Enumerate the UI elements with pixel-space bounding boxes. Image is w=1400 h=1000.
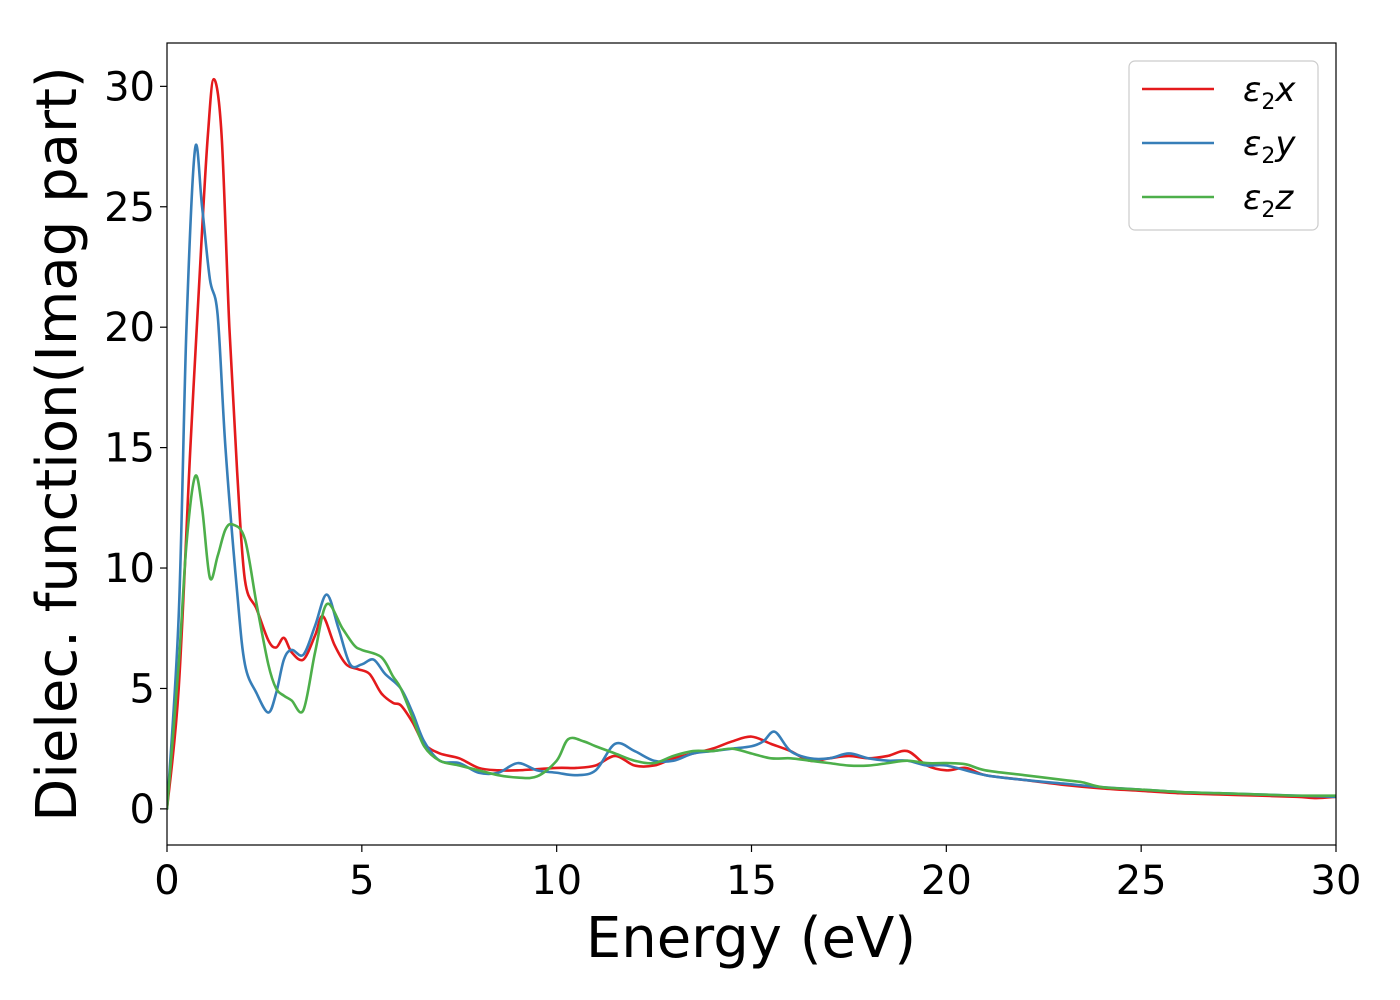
legend-label-x: ε2x <box>1243 70 1296 115</box>
series-layer <box>167 77 1336 811</box>
series-line-y <box>167 143 1336 811</box>
y-tick-label: 0 <box>130 787 155 833</box>
series-line-z <box>167 474 1336 811</box>
legend-label-z: ε2z <box>1243 178 1294 223</box>
legend-subscript: 2 <box>1261 198 1275 223</box>
x-tick-label: 5 <box>349 858 374 904</box>
x-tick-label: 10 <box>531 858 582 904</box>
legend-symbol: ε <box>1243 178 1261 218</box>
y-tick-label: 15 <box>104 426 155 472</box>
y-tick-label: 20 <box>104 305 155 351</box>
legend-subscript: 2 <box>1261 90 1275 115</box>
y-tick-label: 5 <box>130 666 155 712</box>
x-axis-title: Energy (eV) <box>586 906 916 971</box>
y-axis-title: Dielec. function(Imag part) <box>25 66 90 822</box>
x-tick-label: 30 <box>1311 858 1362 904</box>
y-tick-label: 30 <box>104 64 155 110</box>
legend-component: z <box>1274 178 1294 218</box>
legend-component: x <box>1274 70 1296 110</box>
y-axis-ticks: 0 5 10 15 20 25 30 <box>104 64 167 833</box>
legend-subscript: 2 <box>1261 144 1275 169</box>
legend-box <box>1128 60 1319 231</box>
x-tick-label: 15 <box>726 858 777 904</box>
legend-symbol: ε <box>1243 70 1261 110</box>
x-tick-label: 25 <box>1116 858 1167 904</box>
y-tick-label: 10 <box>104 546 155 592</box>
x-tick-label: 0 <box>154 858 179 904</box>
legend-label-y: ε2y <box>1243 124 1296 169</box>
y-tick-label: 25 <box>104 185 155 231</box>
legend-component: y <box>1274 124 1296 164</box>
x-axis-ticks: 0 5 10 15 20 25 30 <box>154 845 1361 904</box>
x-tick-label: 20 <box>921 858 972 904</box>
legend-symbol: ε <box>1243 124 1261 164</box>
